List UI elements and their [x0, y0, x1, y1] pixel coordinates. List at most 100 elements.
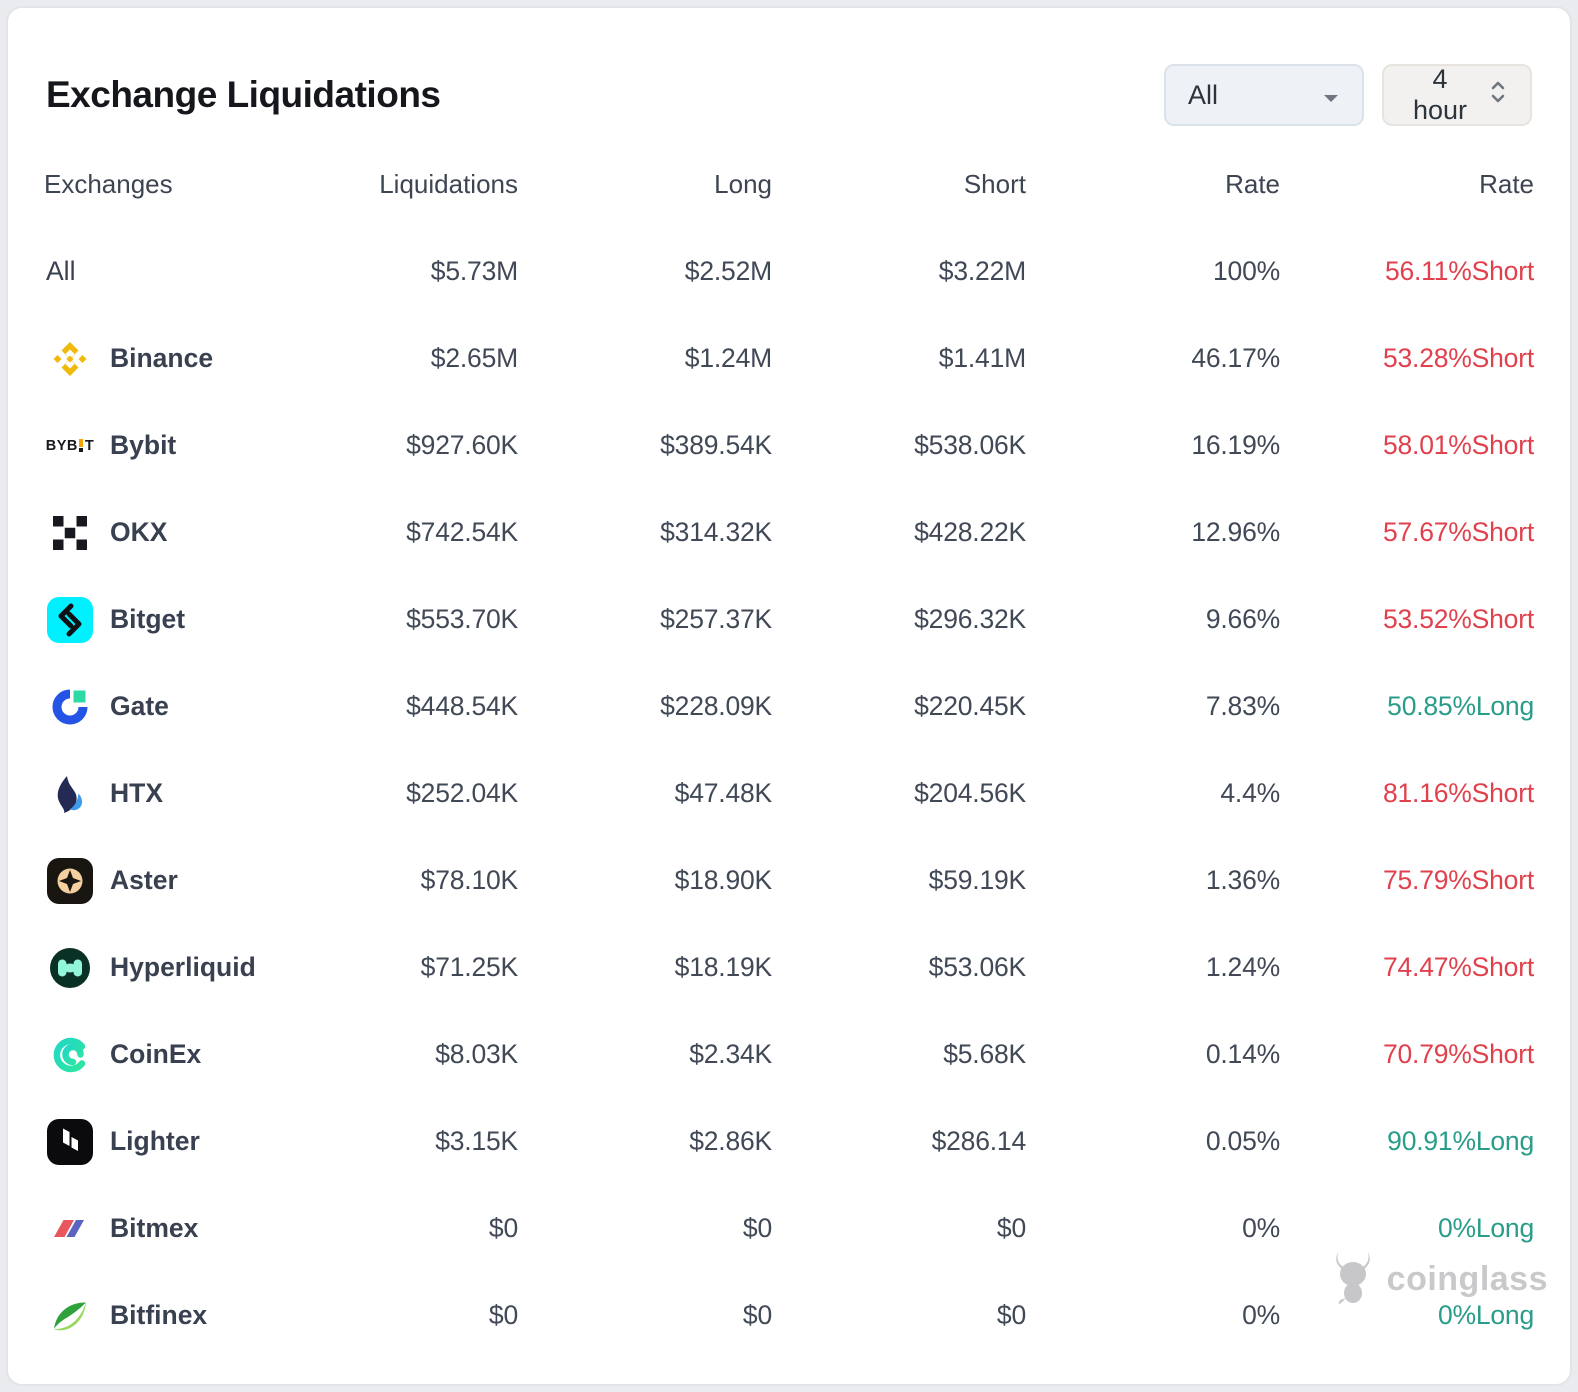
interval-value: 4 hour	[1412, 64, 1468, 125]
short-cell: $0	[996, 1300, 1026, 1330]
exchange-name[interactable]: All	[46, 256, 76, 286]
liquidations-cell: $71.25K	[420, 952, 519, 982]
rate-cell: 46.17%	[1191, 343, 1280, 373]
short-cell: $0	[996, 1213, 1026, 1243]
okx-icon	[44, 513, 96, 553]
binance-icon	[44, 339, 96, 379]
long-short-dominance-cell: 58.01%Short	[1382, 430, 1534, 460]
table-header-row: Exchanges Liquidations Long Short Rate Rate	[44, 154, 1534, 214]
aster-icon	[44, 857, 96, 904]
rate-cell: 1.36%	[1205, 865, 1280, 895]
long-short-dominance-cell: 70.79%Short	[1382, 1039, 1534, 1069]
exchange-name[interactable]: Lighter	[110, 1126, 200, 1156]
exchange-filter-select[interactable]: All	[1164, 64, 1364, 126]
long-short-dominance-cell: 50.85%Long	[1387, 691, 1534, 721]
long-cell: $18.90K	[674, 865, 773, 895]
column-header-exchanges: Exchanges	[44, 168, 173, 199]
table-row-binance[interactable]: Binance $2.65M $1.24M $1.41M 46.17% 53.28%Sho…	[44, 315, 1534, 402]
bitfinex-icon	[44, 1295, 96, 1337]
rate-cell: 16.19%	[1191, 430, 1280, 460]
exchange-name[interactable]: Hyperliquid	[110, 952, 256, 982]
table-row-bitget[interactable]: Bitget $553.70K $257.37K $296.32K 9.66% 53.52…	[44, 576, 1534, 663]
exchange-name[interactable]: Gate	[110, 691, 169, 721]
exchange-cell: All	[44, 256, 264, 287]
table-row-htx[interactable]: HTX $252.04K $47.48K $204.56K 4.4% 81.16%Shor…	[44, 750, 1534, 837]
interval-select[interactable]: 4 hour	[1382, 64, 1532, 126]
liquidations-cell: $78.10K	[420, 865, 519, 895]
short-cell: $538.06K	[914, 430, 1026, 460]
column-header-liquidations: Liquidations	[379, 168, 518, 199]
table-row-all[interactable]: All $5.73M $2.52M $3.22M 100% 56.11%Short	[44, 228, 1534, 315]
gate-icon	[44, 687, 96, 727]
table-row-coinex[interactable]: CoinEx $8.03K $2.34K $5.68K 0.14% 70.79%Short	[44, 1011, 1534, 1098]
lighter-icon	[44, 1118, 96, 1165]
long-cell: $2.86K	[689, 1126, 772, 1156]
rate-cell: 0.14%	[1205, 1039, 1280, 1069]
column-header-long: Long	[714, 168, 772, 199]
liquidations-cell: $553.70K	[406, 604, 518, 634]
exchange-cell: Bitget	[44, 596, 264, 643]
long-cell: $47.48K	[674, 778, 773, 808]
liquidations-cell: $5.73M	[430, 256, 518, 286]
liquidations-cell: $0	[488, 1300, 518, 1330]
table-row-bybit[interactable]: BYB T Bybit $927.60K $389.54K $538.06K 16.19% 5…	[44, 402, 1534, 489]
long-short-dominance-cell: 75.79%Short	[1382, 865, 1534, 895]
liquidations-cell: $927.60K	[406, 430, 518, 460]
table-row-okx[interactable]: OKX $742.54K $314.32K $428.22K 12.96% 57.67%S…	[44, 489, 1534, 576]
rate-cell: 1.24%	[1205, 952, 1280, 982]
exchange-name[interactable]: Bitmex	[110, 1213, 199, 1243]
exchange-name[interactable]: Bitfinex	[110, 1300, 208, 1330]
long-short-dominance-cell: 53.52%Short	[1382, 604, 1534, 634]
short-cell: $428.22K	[914, 517, 1026, 547]
long-short-dominance-cell: 0%Long	[1437, 1213, 1534, 1243]
short-cell: $204.56K	[914, 778, 1026, 808]
exchange-cell: HTX	[44, 774, 264, 814]
exchange-cell: Aster	[44, 857, 264, 904]
column-header-short: Short	[963, 168, 1026, 199]
long-short-dominance-cell: 74.47%Short	[1382, 952, 1534, 982]
exchange-liquidations-card: Exchange Liquidations All 4 hour Exchang…	[6, 6, 1572, 1386]
exchange-cell: BYB T Bybit	[44, 430, 264, 461]
short-cell: $3.22M	[938, 256, 1026, 286]
table-row-aster[interactable]: Aster $78.10K $18.90K $59.19K 1.36% 75.79%Sho…	[44, 837, 1534, 924]
column-header-rate: Rate	[1225, 168, 1280, 199]
exchange-cell: Gate	[44, 687, 264, 727]
long-short-dominance-cell: 57.67%Short	[1382, 517, 1534, 547]
liquidations-cell: $742.54K	[406, 517, 518, 547]
liquidations-cell: $3.15K	[435, 1126, 518, 1156]
short-cell: $220.45K	[914, 691, 1026, 721]
rate-cell: 4.4%	[1220, 778, 1280, 808]
exchange-name[interactable]: CoinEx	[110, 1039, 202, 1069]
rate-cell: 12.96%	[1191, 517, 1280, 547]
liquidations-cell: $8.03K	[435, 1039, 518, 1069]
exchange-name[interactable]: Bitget	[110, 604, 186, 634]
rate-cell: 9.66%	[1205, 604, 1280, 634]
htx-icon	[44, 774, 96, 814]
liquidations-table: Exchanges Liquidations Long Short Rate Rate Al…	[8, 154, 1570, 1359]
exchange-name[interactable]: Aster	[110, 865, 178, 895]
bitmex-icon	[44, 1208, 96, 1250]
long-short-dominance-cell: 90.91%Long	[1387, 1126, 1534, 1156]
long-cell: $2.52M	[684, 256, 772, 286]
exchange-name[interactable]: OKX	[110, 517, 168, 547]
page-title: Exchange Liquidations	[46, 74, 441, 115]
short-cell: $296.32K	[914, 604, 1026, 634]
table-row-bitfinex[interactable]: Bitfinex $0 $0 $0 0% 0%Long	[44, 1272, 1534, 1359]
exchange-name[interactable]: Binance	[110, 343, 214, 373]
short-cell: $59.19K	[928, 865, 1027, 895]
table-row-gate[interactable]: Gate $448.54K $228.09K $220.45K 7.83% 50.85%L…	[44, 663, 1534, 750]
table-row-hyperliquid[interactable]: Hyperliquid $71.25K $18.19K $53.06K 1.24% 74.…	[44, 924, 1534, 1011]
rate-cell: 0%	[1242, 1213, 1280, 1243]
bybit-icon: BYB T	[45, 437, 95, 454]
coinex-icon	[44, 1035, 96, 1075]
filter-controls: All 4 hour	[1164, 64, 1532, 126]
exchange-name[interactable]: HTX	[110, 778, 163, 808]
exchange-cell: Bitfinex	[44, 1295, 264, 1337]
long-cell: $2.34K	[689, 1039, 772, 1069]
table-row-lighter[interactable]: Lighter $3.15K $2.86K $286.14 0.05% 90.91%Lon…	[44, 1098, 1534, 1185]
exchange-cell: CoinEx	[44, 1035, 264, 1075]
table-row-bitmex[interactable]: Bitmex $0 $0 $0 0% 0%Long	[44, 1185, 1534, 1272]
exchange-name[interactable]: Bybit	[110, 430, 177, 460]
exchange-cell: Binance	[44, 339, 264, 379]
hyperliquid-icon	[44, 947, 96, 989]
